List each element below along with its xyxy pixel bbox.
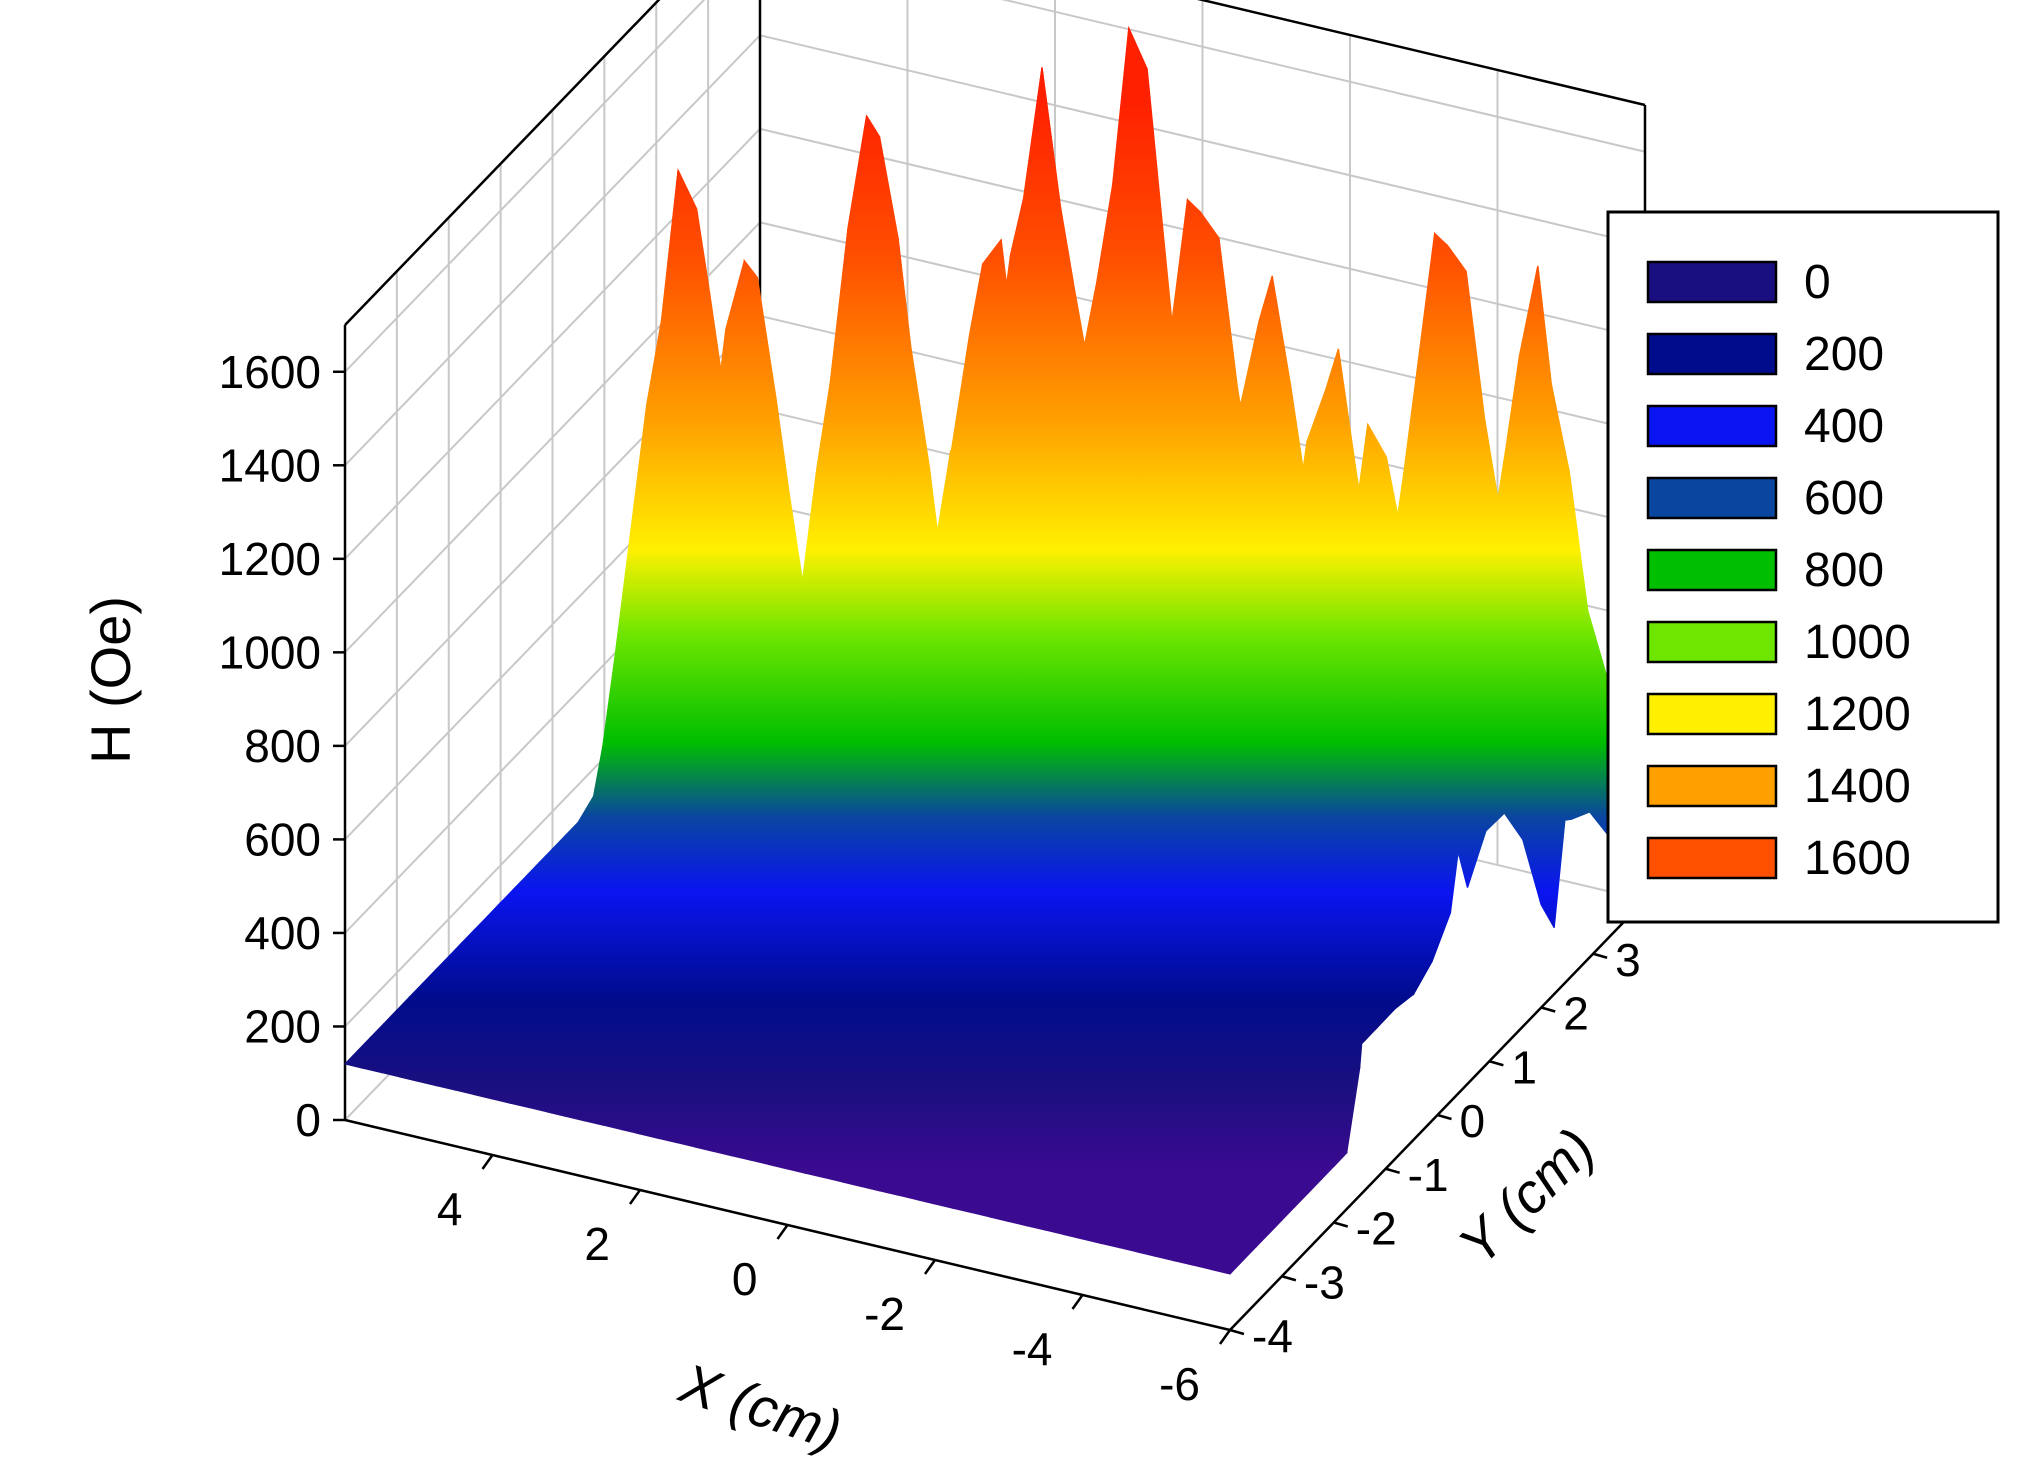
x-axis-ticks: 4 2 0 -2 -4 -6 [437,1154,1232,1410]
y-axis-ticks: -4-3-2-101234 [1229,880,1693,1362]
y-tick-label: -4 [1252,1310,1293,1362]
legend-label: 800 [1804,544,1884,597]
y-tick [1592,952,1608,959]
y-tick-label: -3 [1304,1256,1345,1308]
x-tick [1218,1329,1232,1345]
x-tick [481,1154,494,1170]
z-tick-label: 800 [244,720,321,772]
z-tick-label: 200 [244,1000,321,1052]
surface [343,25,1646,1275]
x-tick [628,1189,642,1205]
y-tick-label: -2 [1356,1203,1397,1255]
y-tick [1229,1328,1245,1336]
y-tick-label: 0 [1460,1095,1486,1147]
z-tick-label: 0 [295,1094,321,1146]
x-axis-title: X (cm) [671,1350,849,1461]
legend-swatch [1646,548,1778,592]
x-tick [923,1259,937,1275]
y-tick [1333,1221,1349,1228]
legend-label: 400 [1804,400,1884,453]
y-tick-label: 2 [1563,988,1589,1040]
z-tick-label: 1200 [219,533,321,585]
legend-swatch [1646,620,1778,664]
legend-label: 1400 [1804,760,1911,813]
y-tick-label: 3 [1615,934,1641,986]
legend-label: 200 [1804,328,1884,381]
x-tick-label: -2 [864,1288,905,1340]
legend-swatch [1646,332,1778,376]
axis-line [344,0,661,326]
y-tick [1437,1113,1452,1121]
y-tick [1540,1006,1556,1013]
surface-facet [343,1049,378,1069]
z-tick-label: 1400 [219,439,321,491]
legend-label: 600 [1804,472,1884,525]
grid-line [1001,0,1646,153]
y-tick [1489,1060,1504,1067]
legend-label: 1200 [1804,688,1911,741]
x-tick-label: -4 [1012,1323,1053,1375]
x-tick [776,1224,789,1240]
legend-swatch [1646,692,1778,736]
z-axis-ticks: 0 200 400 600 800 1000 1200 1400 1600 [219,346,345,1146]
legend-swatch [1646,836,1778,880]
z-axis-title: H (Oe) [79,596,142,764]
z-tick-label: 1000 [219,626,321,678]
x-tick-label: 2 [584,1218,610,1270]
z-tick-label: 400 [244,907,321,959]
legend: 0 200 400 600 800 1000 1200 1400 1600 [1606,210,2000,924]
legend-label: 0 [1804,256,1831,309]
legend-swatch [1646,476,1778,520]
legend-label: 1600 [1804,832,1911,885]
grid-line [759,34,1646,247]
z-tick-label: 1600 [219,346,321,398]
grid-line [344,0,706,373]
y-tick-label: -1 [1408,1149,1449,1201]
x-tick [1071,1294,1084,1310]
x-tick-label: -6 [1159,1358,1200,1410]
legend-swatch [1646,404,1778,448]
y-tick [1385,1167,1400,1174]
x-tick-label: 0 [732,1253,758,1305]
legend-swatch [1646,260,1778,304]
grid-line [344,34,761,466]
axis-line [1197,0,1646,107]
x-tick-label: 4 [437,1183,463,1235]
legend-swatch [1646,764,1778,808]
legend-label: 1000 [1804,616,1911,669]
y-tick [1281,1275,1297,1282]
y-tick-label: 1 [1511,1041,1537,1093]
z-tick-label: 600 [244,813,321,865]
